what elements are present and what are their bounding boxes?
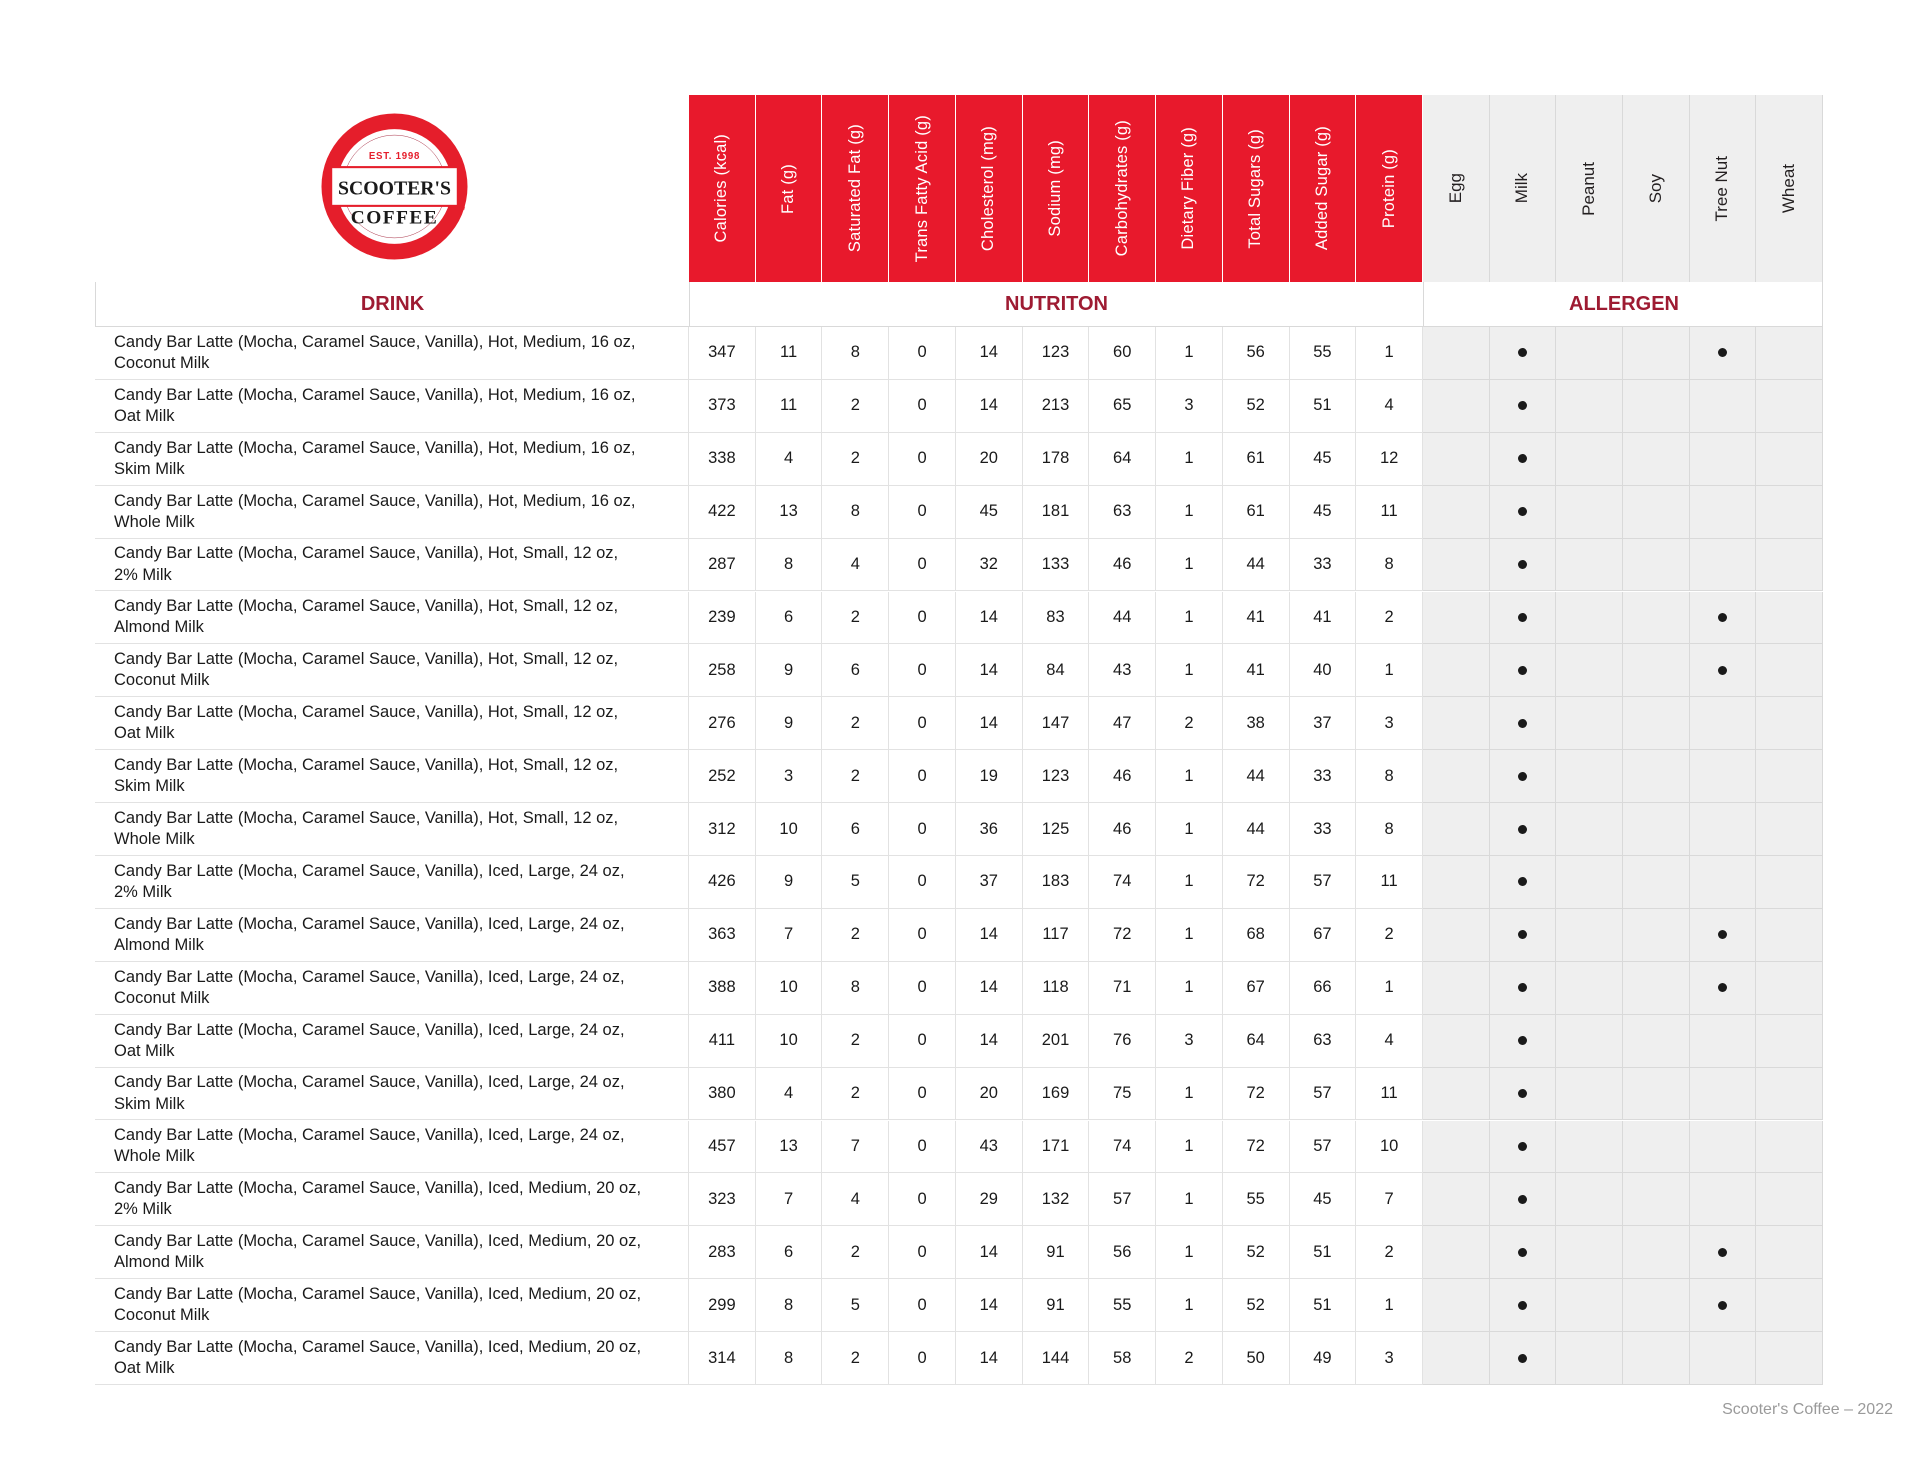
svg-text:EST. 1998: EST. 1998	[369, 151, 420, 162]
svg-text:SCOOTER'S: SCOOTER'S	[338, 178, 451, 200]
svg-text:®: ®	[460, 203, 466, 212]
svg-text:COFFEE: COFFEE	[351, 208, 438, 229]
